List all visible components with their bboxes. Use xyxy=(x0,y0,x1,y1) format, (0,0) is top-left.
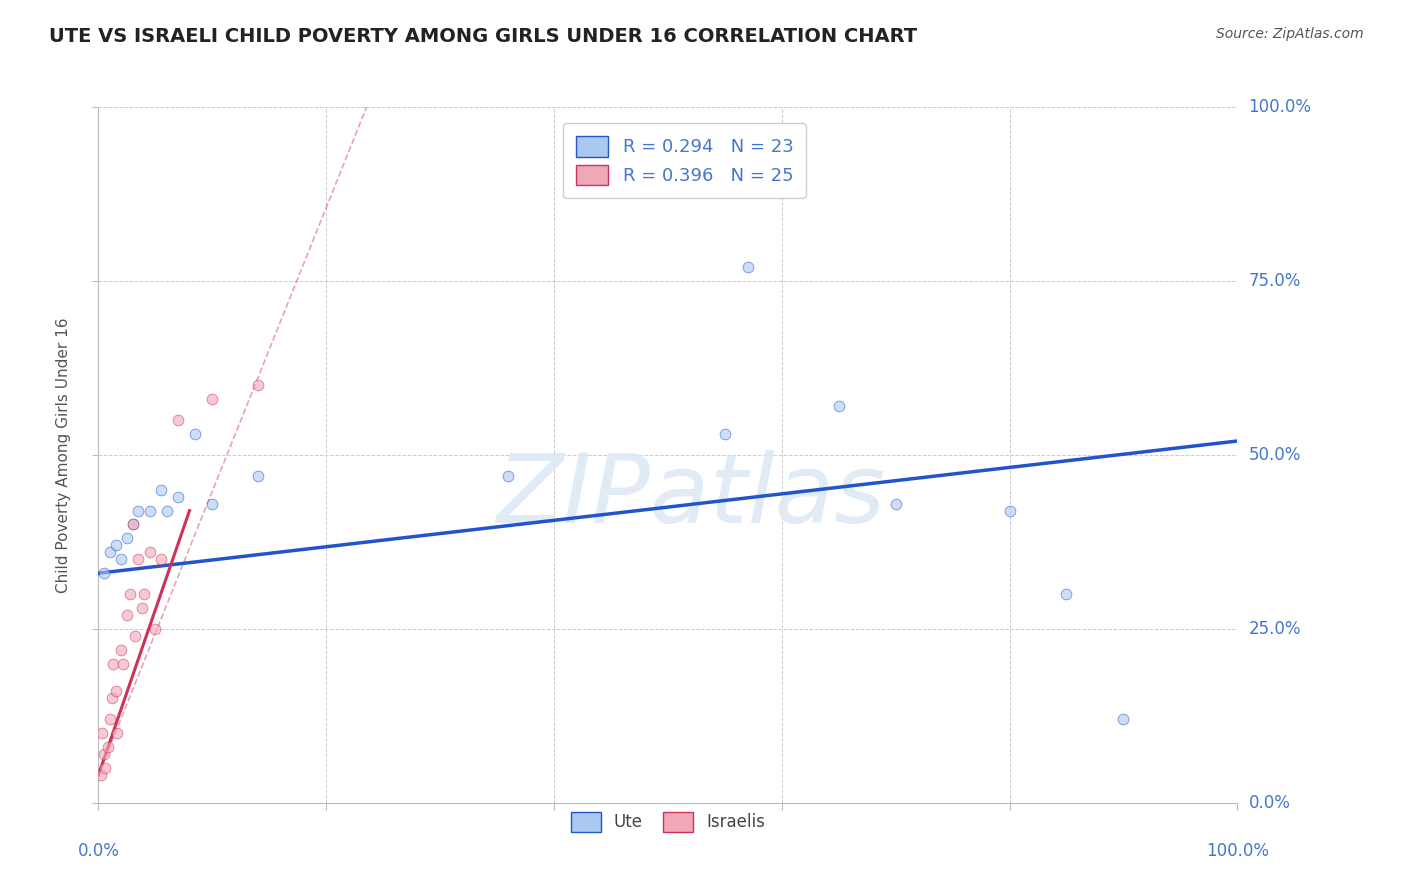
Point xyxy=(246,378,269,392)
Point xyxy=(90,726,112,740)
Point xyxy=(94,761,117,775)
Point xyxy=(103,657,125,671)
Point xyxy=(1112,712,1135,726)
Point xyxy=(98,545,121,559)
Point xyxy=(184,427,207,442)
Point xyxy=(96,740,118,755)
Point xyxy=(150,483,173,497)
Point xyxy=(150,552,173,566)
Point xyxy=(131,601,153,615)
Point xyxy=(121,517,143,532)
Point xyxy=(115,607,138,622)
Point xyxy=(201,392,224,407)
Point xyxy=(714,427,737,442)
Point xyxy=(112,657,135,671)
Point xyxy=(145,622,167,636)
Point xyxy=(105,726,128,740)
Point xyxy=(138,545,160,559)
Point xyxy=(115,532,138,546)
Legend: Ute, Israelis: Ute, Israelis xyxy=(560,801,776,843)
Point xyxy=(167,413,190,427)
Point xyxy=(156,503,179,517)
Point xyxy=(98,712,121,726)
Point xyxy=(121,517,143,532)
Point xyxy=(104,684,127,698)
Point xyxy=(657,162,679,177)
Text: UTE VS ISRAELI CHILD POVERTY AMONG GIRLS UNDER 16 CORRELATION CHART: UTE VS ISRAELI CHILD POVERTY AMONG GIRLS… xyxy=(49,27,917,45)
Y-axis label: Child Poverty Among Girls Under 16: Child Poverty Among Girls Under 16 xyxy=(56,318,72,592)
Point xyxy=(828,399,851,413)
Point xyxy=(167,490,190,504)
Point xyxy=(104,538,127,552)
Text: 0.0%: 0.0% xyxy=(1249,794,1291,812)
Point xyxy=(120,587,142,601)
Text: 100.0%: 100.0% xyxy=(1206,842,1268,860)
Point xyxy=(93,747,115,761)
Point xyxy=(127,552,149,566)
Text: Source: ZipAtlas.com: Source: ZipAtlas.com xyxy=(1216,27,1364,41)
Text: 0.0%: 0.0% xyxy=(77,842,120,860)
Point xyxy=(127,503,149,517)
Point xyxy=(884,497,907,511)
Text: 75.0%: 75.0% xyxy=(1249,272,1301,290)
Point xyxy=(132,587,155,601)
Text: 100.0%: 100.0% xyxy=(1249,98,1312,116)
Text: 25.0%: 25.0% xyxy=(1249,620,1301,638)
Text: ZIPatlas: ZIPatlas xyxy=(496,450,884,543)
Point xyxy=(138,503,160,517)
Point xyxy=(101,691,124,706)
Text: 50.0%: 50.0% xyxy=(1249,446,1301,464)
Point xyxy=(737,260,759,274)
Point xyxy=(110,642,132,657)
Point xyxy=(246,468,269,483)
Point xyxy=(110,552,132,566)
Point xyxy=(93,566,115,581)
Point xyxy=(201,497,224,511)
Point xyxy=(1056,587,1078,601)
Point xyxy=(998,503,1021,517)
Point xyxy=(90,768,112,782)
Point xyxy=(498,468,520,483)
Point xyxy=(124,629,146,643)
